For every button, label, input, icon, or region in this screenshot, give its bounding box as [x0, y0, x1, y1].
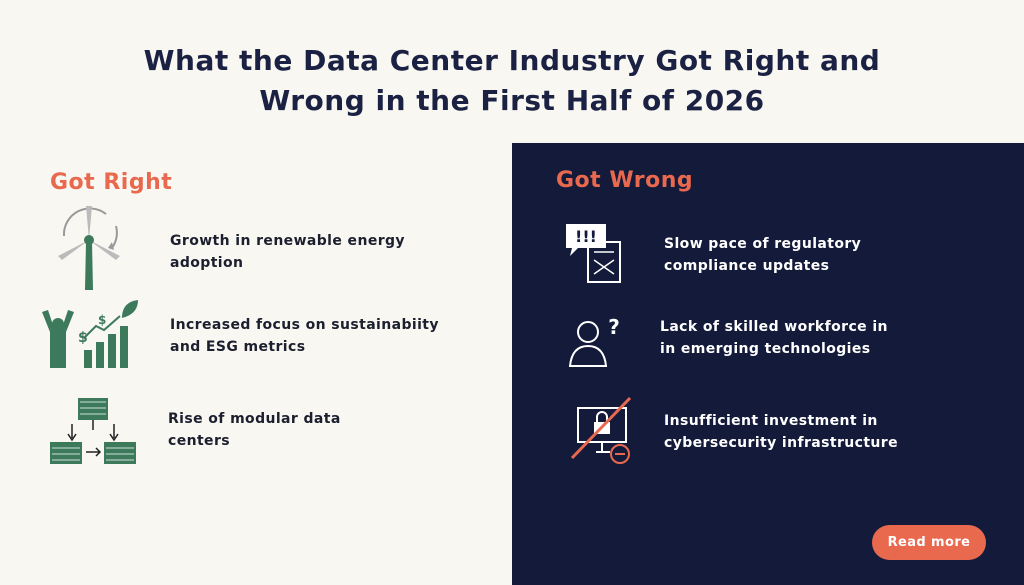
item-line: Growth in renewable energy: [170, 233, 405, 249]
title-line: What the Data Center Industry Got Right …: [143, 44, 881, 77]
section-heading: Got Wrong: [556, 168, 694, 193]
item-text: Slow pace of regulatory compliance update…: [664, 233, 861, 277]
item-line: Insufficient investment in: [664, 413, 878, 429]
item-line: Rise of modular data: [168, 411, 341, 427]
svg-text:$: $: [78, 330, 88, 346]
item-line: cybersecurity infrastructure: [664, 435, 898, 451]
section-heading: Got Right: [50, 170, 173, 195]
item-text: Insufficient investment in cybersecurity …: [664, 410, 898, 454]
svg-text:!!!: !!!: [575, 227, 597, 246]
svg-text:$: $: [98, 313, 106, 327]
item-line: Lack of skilled workforce in: [660, 319, 888, 335]
item-text: Rise of modular data centers: [168, 408, 341, 452]
got-wrong-panel: [512, 143, 1024, 585]
item-line: Slow pace of regulatory: [664, 236, 862, 252]
item-line: Increased focus on sustainabiity: [170, 317, 439, 333]
item-line: and ESG metrics: [170, 339, 306, 355]
title-line: Wrong in the First Half of 2026: [259, 84, 765, 117]
workforce-icon: ?: [568, 315, 620, 367]
item-line: compliance updates: [664, 258, 830, 274]
item-line: adoption: [170, 255, 244, 271]
growth-icon: $ $: [42, 300, 138, 368]
cybersecurity-icon: [570, 396, 632, 464]
wind-turbine-icon: [58, 206, 120, 290]
compliance-icon: !!!: [566, 224, 621, 283]
read-more-button[interactable]: Read more: [872, 525, 986, 560]
item-line: in emerging technologies: [660, 341, 871, 357]
modular-icon: [50, 398, 136, 464]
item-text: Growth in renewable energy adoption: [170, 230, 405, 274]
item-line: centers: [168, 433, 230, 449]
item-text: Increased focus on sustainabiity and ESG …: [170, 314, 439, 358]
svg-text:?: ?: [608, 315, 620, 339]
item-text: Lack of skilled workforce in in emerging …: [660, 316, 888, 360]
